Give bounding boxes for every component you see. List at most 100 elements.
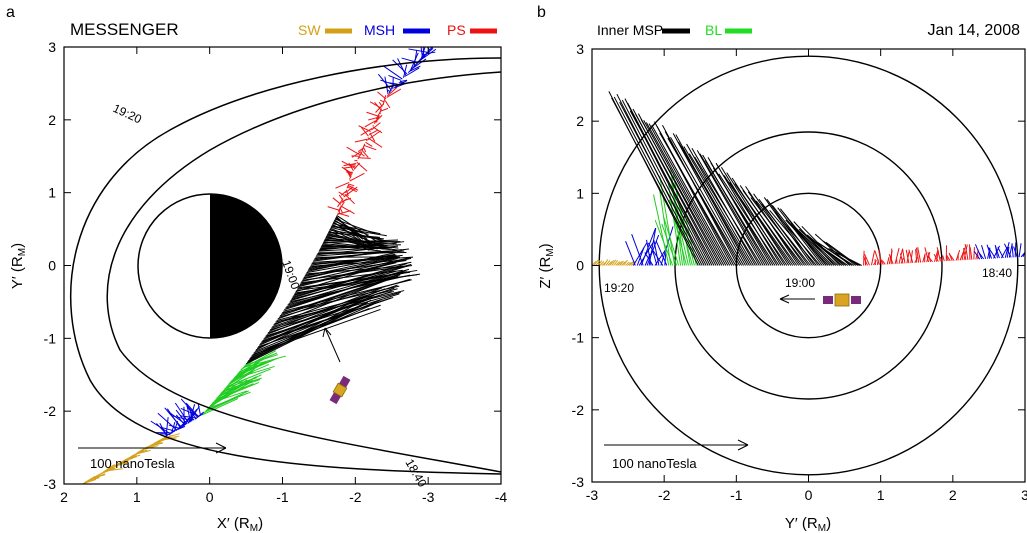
field-vector [349,172,365,182]
field-vector [371,122,381,131]
field-vector [894,248,900,265]
field-vector [232,365,275,380]
field-vector [272,284,398,328]
panel-b-ytick-label: 3 [576,41,584,57]
field-vector [788,221,831,266]
field-vector [631,234,644,266]
field-vector [605,260,611,266]
field-vector [890,248,893,265]
field-vector [696,150,764,266]
field-vector [661,223,678,266]
field-vector [653,194,670,266]
field-vector [335,182,350,189]
field-vector [360,126,369,137]
panel-a-ytick-label: 1 [48,185,56,201]
reference-circle [735,192,882,339]
field-vector [375,103,385,113]
field-vector [283,279,412,312]
field-vector [337,198,344,208]
field-vector [726,172,786,266]
panel-b-axes: -3 -2 -1 0 1 2 3 -3 -2 -1 0 1 2 3 [572,41,1027,503]
figure-date: Jan 14, 2008 [927,22,1020,39]
field-vector [1014,242,1017,258]
field-vector [755,200,807,266]
panel-b-ytick-label: -2 [572,402,585,418]
spacecraft-b-direction-arrowhead [779,294,790,304]
field-vector [207,391,251,409]
field-vector [186,405,197,419]
field-vector [737,186,794,266]
field-vector [179,415,197,419]
field-vector [187,417,195,421]
field-vector [105,468,123,472]
field-vector [647,242,664,266]
panel-b-ylabel: Z′ (RM) [537,243,556,288]
panel-a-time-label-1900: 19:00 [279,258,303,291]
field-vector [384,76,389,95]
panel-b-xtick-label: 3 [1021,487,1027,503]
field-vector [945,255,949,262]
field-vector [663,217,680,266]
field-vector [361,143,366,152]
panel-a-ytick-label: -3 [44,476,57,492]
field-vector [822,240,857,266]
field-vector [607,261,613,266]
field-vector [408,48,428,53]
panel-b-ytick-label: -1 [572,330,585,346]
field-vector [609,260,615,266]
panel-b-time-label-1900: 19:00 [785,276,815,290]
field-vector [712,167,776,266]
field-vector [282,285,400,314]
field-vector [988,247,996,259]
legend-inner-msp-label: Inner MSP [597,22,663,38]
field-vector [180,407,200,417]
field-vector [302,265,413,281]
reference-circle [674,131,943,400]
field-vector [927,255,933,263]
panel-a-xtick-label: -2 [349,489,362,505]
field-vector [365,141,373,147]
field-vector [973,251,981,260]
field-vector [404,67,420,77]
field-vector [653,239,660,266]
panel-a-xtick-label: -1 [276,489,289,505]
field-vector [729,181,788,266]
field-vector [300,269,403,284]
field-vector [680,145,752,266]
field-vector [347,184,359,191]
field-vector [102,464,115,473]
field-vector [715,162,778,266]
panel-b-ytick-label: 1 [576,185,584,201]
field-vector [214,382,260,402]
field-vector [225,377,257,389]
field-vector [635,114,719,266]
field-vector [347,186,358,193]
field-vector [831,249,862,266]
field-vector [636,247,645,266]
field-vector [348,178,351,180]
field-vector [128,454,141,459]
field-vector [392,59,408,75]
panel-b-xtick-label: -1 [730,487,743,503]
field-vector [617,261,622,266]
field-vector [997,246,1004,259]
field-vector [367,137,383,148]
field-vector [372,126,383,134]
field-vector [330,227,374,247]
field-vector [640,227,657,266]
field-vector [613,96,703,266]
legend-sw-label: SW [298,22,321,38]
field-vector [1018,243,1022,258]
field-vector [409,65,421,72]
field-vector [164,407,182,428]
field-vector [372,124,374,127]
field-vector [686,143,756,266]
panel-a-xtick-label: -3 [422,489,435,505]
panel-b-ytick-label: 2 [576,113,584,129]
field-vector [310,259,400,267]
field-vector [380,79,397,86]
field-vector [175,409,188,425]
field-vector [323,241,403,251]
field-vector [683,146,754,266]
field-vector [297,271,411,289]
